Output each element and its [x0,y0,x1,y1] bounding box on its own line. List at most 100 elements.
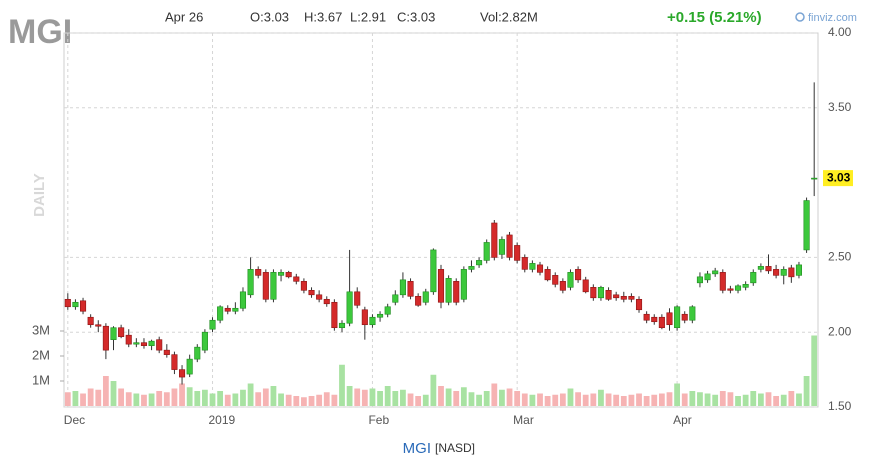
volume-bar [537,393,543,406]
volume-bar [384,386,391,406]
volume-bar [148,393,155,406]
volume-bar [110,381,117,406]
volume-bar [780,394,787,406]
volume-bar [590,393,597,406]
candle-body [559,281,566,291]
volume-bar [270,386,277,406]
candle-body [696,276,703,284]
candle-body [506,234,513,258]
x-tick-label: Feb [368,413,389,427]
y-tick-label: 2.00 [828,324,852,338]
candle-body [651,316,658,323]
candle-body [79,300,87,312]
volume-tick-label: 2M [32,347,50,362]
candle-body [87,316,94,326]
volume-bar [712,394,719,406]
close-label: C:3.03 [397,9,435,24]
volume-bar [415,396,422,406]
candle-body [64,298,71,308]
candle-body [300,281,307,291]
candle-body [674,306,681,329]
volume-bar [521,393,528,406]
volume-bar [331,394,338,406]
candle-body [384,306,391,315]
x-tick-label: 2019 [209,413,236,427]
candle-body [308,290,315,296]
candle-body [133,342,140,345]
candle-body [666,312,673,326]
candle-body [514,245,521,261]
volume-bar [186,387,193,406]
candle-body [742,284,749,288]
volume-bar [407,393,414,406]
candle-body [140,342,148,346]
candle-body [179,369,186,378]
volume-bar [308,396,315,406]
volume-bar [620,396,627,406]
candle-body [536,264,544,273]
candle-body [209,319,216,330]
candle-body [285,272,292,278]
candle-body [445,278,452,303]
candle-body [719,272,726,291]
volume-bar [72,391,79,406]
candle-body [582,279,589,293]
candle-body [156,339,163,351]
candle-body [194,346,201,360]
candle-body [712,270,719,275]
volume-bar [339,364,345,406]
candle-body [780,269,787,276]
volume-bar [613,394,620,406]
candle-body [102,325,109,351]
candle-body [346,291,353,324]
volume-bar [514,391,521,406]
candle-body [575,269,582,281]
candle-body [643,313,650,321]
volume-bar [499,389,505,406]
volume-bar [468,392,475,406]
y-tick-label: 4.00 [828,25,852,39]
volume-bar [301,397,307,406]
candle-body [483,242,490,261]
volume-bar [529,394,536,406]
volume-bar [323,392,330,406]
candle-body [278,272,285,276]
candle-body [620,295,627,300]
candle-body [521,257,528,270]
volume-bar [476,394,482,406]
candle-body [552,275,559,285]
open-label: O:3.03 [250,9,289,24]
candle-body [681,313,688,321]
volume-bar [742,394,749,406]
candle-body [811,177,818,180]
volume-label: Vol:2.82M [480,9,538,24]
volume-bar [202,389,208,406]
volume-bar [689,391,696,406]
volume-bar [285,394,292,406]
volume-bar [544,396,551,406]
candle-body [399,279,406,296]
candle-body [422,291,429,303]
volume-bar [445,388,452,406]
volume-bar [118,388,125,406]
candle-body [293,276,300,282]
volume-bar [217,391,224,406]
y-tick-label: 1.50 [828,399,852,413]
candle-body [270,272,277,300]
volume-bar [643,396,650,406]
volume-bar [232,393,239,406]
candle-body [727,288,734,291]
exchange: [NASD] [435,441,475,455]
volume-bar [460,387,467,406]
candle-body [795,264,803,276]
candle-body [415,295,422,306]
finviz-icon [795,12,805,22]
volume-bar [262,388,269,406]
volume-bar [247,383,254,406]
volume-bar [735,396,741,406]
volume-bar [430,374,437,406]
date: Apr 26 [165,9,203,24]
candle-body [498,239,505,255]
candle-body [757,266,764,270]
volume-bar [64,392,71,406]
